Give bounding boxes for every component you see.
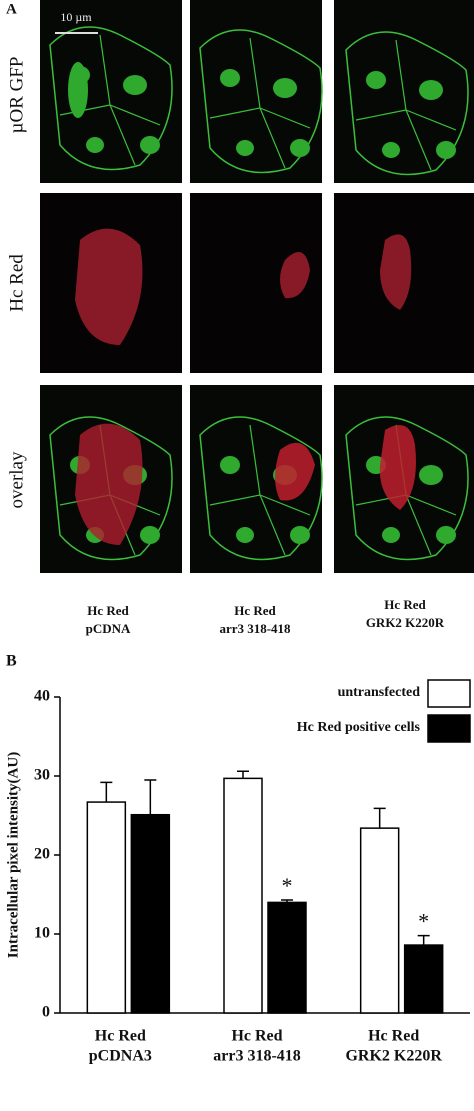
column-label: Hc Red [234, 603, 276, 618]
significance-mark: * [282, 873, 293, 898]
y-tick-label: 0 [42, 1004, 50, 1021]
error-bar [237, 770, 249, 779]
column-label: arr3 318-418 [219, 621, 291, 636]
error-bar [373, 807, 386, 829]
significance-mark: * [418, 909, 429, 934]
column-label: Hc Red [87, 603, 129, 618]
y-axis-label: Intracellular pixel intensity(AU) [5, 752, 21, 958]
x-tick-label: arr3 318-418 [213, 1048, 301, 1065]
micrographs [40, 0, 474, 573]
bar [359, 827, 400, 1014]
legend-label: untransfected [338, 685, 421, 700]
row-label: overlay [6, 451, 27, 508]
error-bar [144, 779, 157, 815]
y-tick-label: 40 [34, 688, 50, 705]
x-tick-label: Hc Red [368, 1028, 419, 1045]
panel-a: A 10 µm µOR GFP Hc Red overlay Hc Red pC… [6, 0, 474, 636]
column-label: GRK2 K220R [366, 615, 445, 630]
y-tick-label: 10 [34, 925, 50, 942]
error-bar [281, 899, 293, 903]
bar [267, 901, 307, 1014]
bar-chart: 0 10 20 30 40 Hc Red pCDNA3 Hc Red arr3 318-418 *… [34, 679, 471, 1065]
scale-bar-label: 10 µm [60, 10, 92, 24]
error-bar [100, 781, 113, 803]
error-bar [417, 934, 430, 946]
bar [130, 813, 171, 1014]
legend-label: Hc Red positive cells [297, 720, 421, 735]
x-tick-label: pCDNA3 [89, 1048, 152, 1065]
x-tick-label: GRK2 K220R [345, 1048, 442, 1065]
legend-swatch [427, 679, 471, 708]
row-label: Hc Red [6, 254, 27, 312]
y-tick-label: 20 [34, 846, 50, 863]
x-tick-label: Hc Red [95, 1028, 146, 1045]
bar [403, 944, 444, 1014]
panel-label: A [6, 1, 17, 17]
legend-swatch [427, 714, 471, 743]
panel-label: B [6, 653, 17, 670]
y-tick-label: 30 [34, 767, 50, 784]
bar [86, 801, 127, 1014]
row-label: µOR GFP [6, 57, 27, 134]
bar [223, 777, 263, 1014]
column-label: Hc Red [384, 597, 426, 612]
x-tick-label: Hc Red [231, 1028, 282, 1045]
column-label: pCDNA [86, 621, 131, 636]
